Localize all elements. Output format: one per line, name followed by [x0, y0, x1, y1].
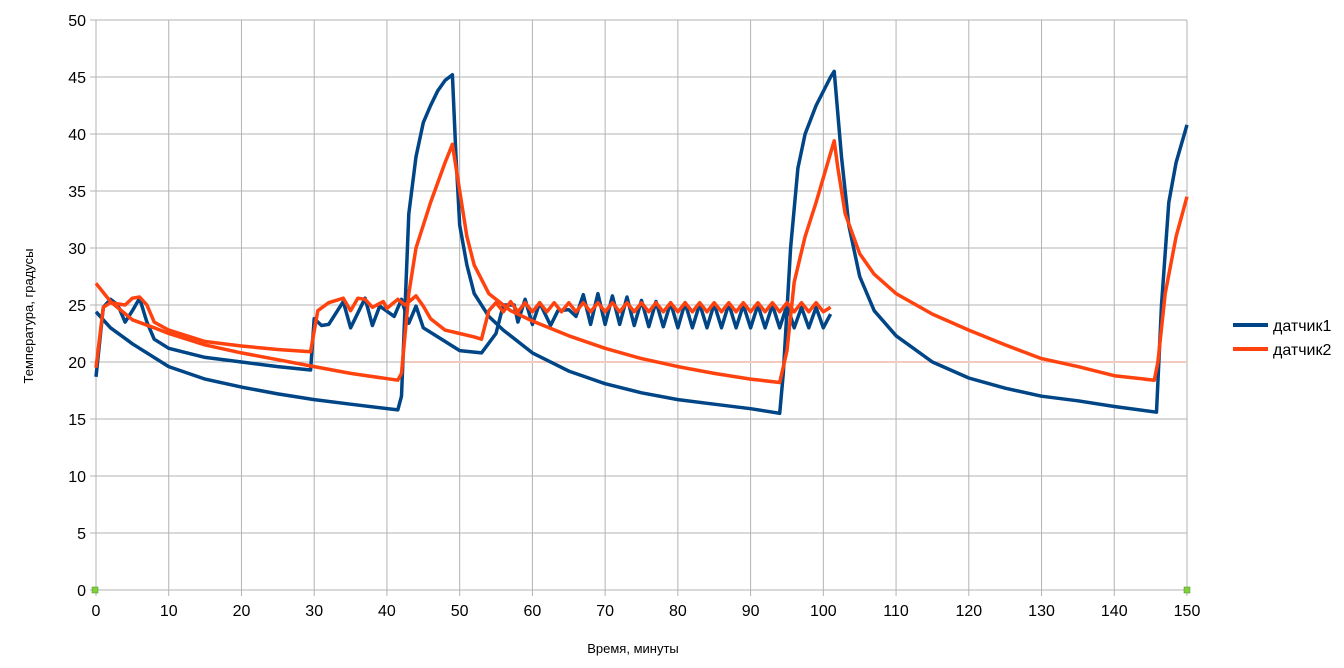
x-tick-label: 20 [233, 603, 251, 620]
axis-handle-right [1183, 586, 1191, 594]
y-axis-label: Температура, градусы [21, 249, 36, 384]
tick-labels: 0 5 10 15 20 25 30 35 40 45 50 0 10 20 30 40 50 60 70 80 90 1… [68, 13, 1200, 620]
y-tick-label: 0 [77, 583, 86, 600]
y-tick-label: 45 [68, 70, 86, 87]
series-line-датчик1-segment-1 [94, 69, 1189, 416]
x-tick-label: 60 [524, 603, 542, 620]
legend: датчик1 датчик2 [1233, 318, 1331, 359]
series-line-датчик2-segment-0 [94, 294, 832, 368]
y-tick-label: 20 [68, 355, 86, 372]
grid [90, 19, 1188, 596]
x-tick-label: 110 [883, 603, 909, 620]
x-tick-label: 100 [810, 603, 837, 620]
y-tick-label: 50 [68, 13, 86, 30]
legend-label-datchik1: датчик1 [1273, 318, 1331, 335]
x-tick-label: 130 [1028, 603, 1055, 620]
y-tick-label: 5 [77, 526, 86, 543]
series-lines [94, 69, 1189, 416]
y-tick-label: 30 [68, 241, 86, 258]
x-tick-label: 0 [92, 603, 101, 620]
x-tick-label: 30 [305, 603, 323, 620]
x-tick-label: 80 [669, 603, 687, 620]
x-tick-label: 150 [1174, 603, 1201, 620]
y-tick-label: 40 [68, 127, 86, 144]
x-tick-label: 10 [160, 603, 178, 620]
x-axis-label: Время, минуты [587, 641, 679, 656]
series-line-датчик2-segment-1 [94, 139, 1189, 385]
y-tick-label: 25 [68, 298, 86, 315]
x-tick-label: 40 [378, 603, 396, 620]
legend-label-datchik2: датчик2 [1273, 342, 1331, 359]
axis-handle-left [91, 586, 99, 594]
x-tick-label: 70 [596, 603, 614, 620]
y-tick-label: 15 [68, 412, 86, 429]
y-tick-label: 10 [68, 469, 86, 486]
x-tick-label: 140 [1101, 603, 1128, 620]
y-tick-label: 35 [68, 184, 86, 201]
x-tick-label: 120 [955, 603, 982, 620]
series-line-датчик1-segment-0 [94, 291, 833, 377]
x-tick-label: 90 [742, 603, 760, 620]
x-tick-label: 50 [451, 603, 469, 620]
